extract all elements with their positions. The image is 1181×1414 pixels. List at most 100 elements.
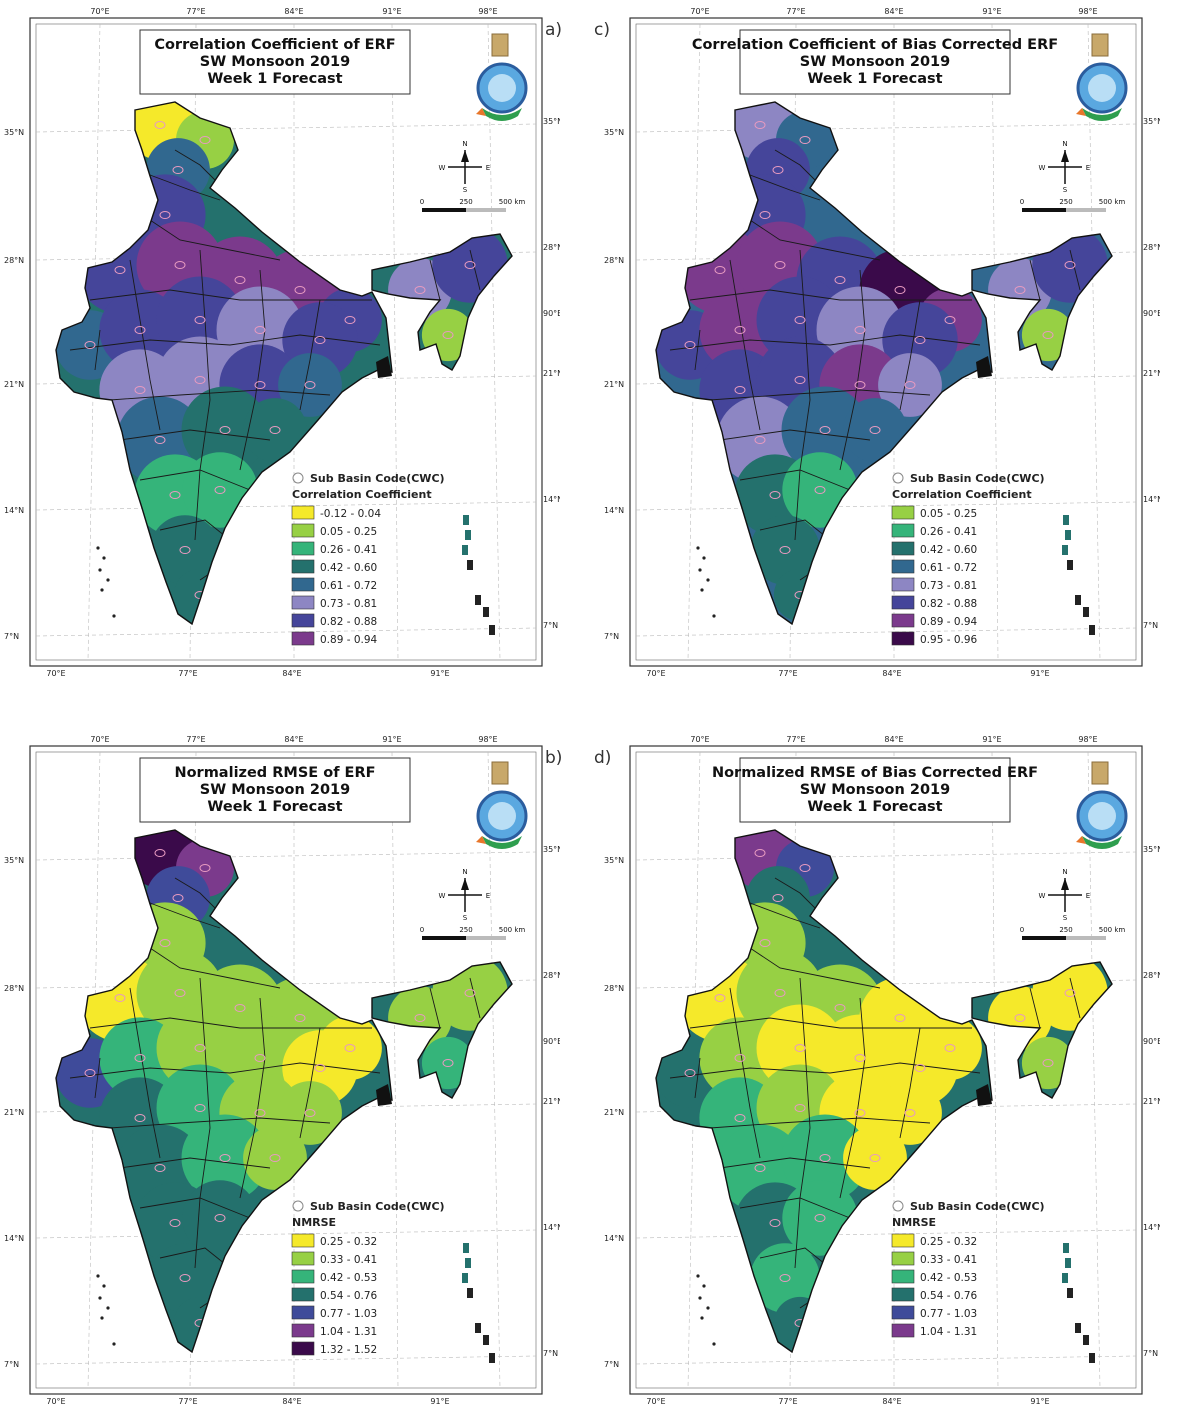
sub-basin-code-marker	[734, 326, 746, 334]
scale-bar-segment	[422, 208, 466, 212]
sub-basin-boundary	[129, 259, 161, 431]
tick-label-lon-bottom: 91°E	[1030, 669, 1049, 678]
sub-basin-boundary	[749, 902, 821, 929]
sub-basin-code-marker	[314, 1064, 326, 1072]
graticule-lat	[35, 123, 537, 133]
sub-basin-code-marker	[684, 1069, 696, 1077]
sub-basin-region	[750, 515, 820, 585]
legend-swatch	[291, 1251, 315, 1266]
map-frame	[29, 17, 543, 667]
scale-bar-label: 0	[1020, 198, 1024, 206]
legend-class-label: -0.12 - 0.04	[320, 508, 381, 520]
sub-basin-code-marker	[169, 491, 181, 499]
sub-basin-code-marker	[219, 426, 231, 434]
legend-swatch	[291, 559, 315, 574]
sub-basin-code-marker	[799, 864, 811, 872]
tick-label-lat-right: 90°E	[1143, 309, 1160, 318]
legend-swatch	[291, 613, 315, 628]
graticule-lat	[35, 375, 537, 385]
sub-basin-code-marker	[814, 1214, 826, 1222]
scale-bar-label: 250	[459, 198, 472, 206]
lakshadweep-island	[106, 578, 110, 582]
sub-basin-code-marker	[154, 1164, 166, 1172]
tick-label-lon-bottom: 77°E	[178, 669, 197, 678]
sub-basin-code-marker	[172, 166, 184, 174]
sub-basin-code-marker	[414, 1014, 426, 1022]
sub-basin-code-marker	[944, 316, 956, 324]
tick-label-lat-left: 35°N	[604, 856, 624, 865]
tick-label-lon-bottom: 77°E	[778, 669, 797, 678]
sub-basin-region	[150, 1243, 220, 1313]
sub-basin-boundary	[759, 519, 831, 541]
andaman-island	[1062, 1273, 1068, 1283]
tick-label-lat-right: 35°N	[543, 117, 560, 126]
sub-basin-code-marker	[174, 261, 186, 269]
title-box	[139, 29, 411, 95]
sub-basin-code-icon	[892, 472, 904, 484]
panel-d: 70°E 77°E 84°E 91°E 98°E 70°E 77°E 84°E 91°E 35°N…	[594, 728, 1163, 1408]
map-svg-a: 70°E 77°E 84°E 91°E 98°E 70°E 77°E 84°E 91°E 35°N…	[4, 7, 563, 678]
northeast-outline	[971, 961, 1113, 1099]
compass-e: E	[486, 892, 490, 900]
imd-logo	[1076, 33, 1128, 121]
lakshadweep-island	[112, 1342, 116, 1346]
legend-class-label: 0.61 - 0.72	[920, 562, 977, 574]
sub-basin-region	[878, 353, 942, 417]
panel-b: 70°E 77°E 84°E 91°E 98°E 70°E 77°E 84°E 91°E 35°N…	[0, 728, 563, 1408]
sub-basin-code-marker	[1014, 1014, 1026, 1022]
legend-class-label: 0.42 - 0.53	[320, 1272, 377, 1284]
legend-class-label: 0.33 - 0.41	[920, 1254, 977, 1266]
compass-n: N	[1062, 140, 1067, 148]
tick-label-lat-right: 35°N	[1143, 117, 1160, 126]
legend-swatch	[891, 595, 915, 610]
legend-swatch	[291, 505, 315, 520]
sub-basin-code-icon	[292, 1200, 304, 1212]
sub-basin-code-marker	[734, 1114, 746, 1122]
legend-swatch	[891, 1269, 915, 1284]
map-frame	[629, 17, 1143, 667]
title-line: Week 1 Forecast	[807, 799, 942, 815]
sub-basin-code-marker	[234, 1004, 246, 1012]
sub-basin-region	[750, 1243, 820, 1313]
sub-basin-code-marker	[1064, 261, 1076, 269]
sub-basin-boundary	[149, 174, 221, 201]
sub-basin-boundary	[1069, 249, 1081, 291]
tick-label-lat-left: 28°N	[4, 984, 24, 993]
sub-basin-code-marker	[134, 326, 146, 334]
compass-s: S	[463, 914, 468, 922]
sub-basin-code-marker	[754, 849, 766, 857]
sub-basin-code-marker	[169, 1219, 181, 1227]
sub-basin-boundary	[94, 1057, 101, 1099]
scale-bar-label: 0	[420, 198, 424, 206]
andaman-island	[467, 560, 473, 570]
sub-basin-code-marker	[344, 1044, 356, 1052]
lakshadweep-island	[712, 614, 716, 618]
imd-logo	[476, 33, 528, 121]
scale-bar-label: 0	[1020, 926, 1024, 934]
tick-label-lon-top: 91°E	[382, 7, 401, 16]
graticule-lon	[487, 751, 501, 1389]
tick-label-lat-left: 14°N	[604, 506, 624, 515]
sub-basin-region	[781, 386, 869, 474]
sub-basin-code-icon	[292, 472, 304, 484]
andaman-island	[1083, 607, 1089, 617]
sub-basin-code-marker	[199, 864, 211, 872]
sub-basin-code-marker	[254, 1109, 266, 1117]
legend-class-label: 0.54 - 0.76	[920, 1290, 978, 1302]
scale-bar-label: 250	[1059, 198, 1072, 206]
tick-label-lon-bottom: 91°E	[430, 1397, 449, 1406]
scale-bar-label: 500 km	[1099, 926, 1126, 934]
andaman-island	[463, 515, 469, 525]
sub-basin-boundary	[729, 987, 761, 1159]
legend-class-label: 0.54 - 0.76	[320, 1290, 378, 1302]
compass-w: W	[1039, 892, 1046, 900]
map-frame	[629, 745, 1143, 1395]
legend-class-label: 0.25 - 0.32	[920, 1236, 977, 1248]
sub-basin-code-marker	[869, 426, 881, 434]
sub-basin-code-marker	[714, 266, 726, 274]
andaman-island	[475, 595, 481, 605]
sub-basin-code-marker	[774, 989, 786, 997]
tick-label-lon-top: 77°E	[786, 7, 805, 16]
title-line: Week 1 Forecast	[207, 71, 342, 87]
tick-label-lon-top: 98°E	[1078, 7, 1097, 16]
